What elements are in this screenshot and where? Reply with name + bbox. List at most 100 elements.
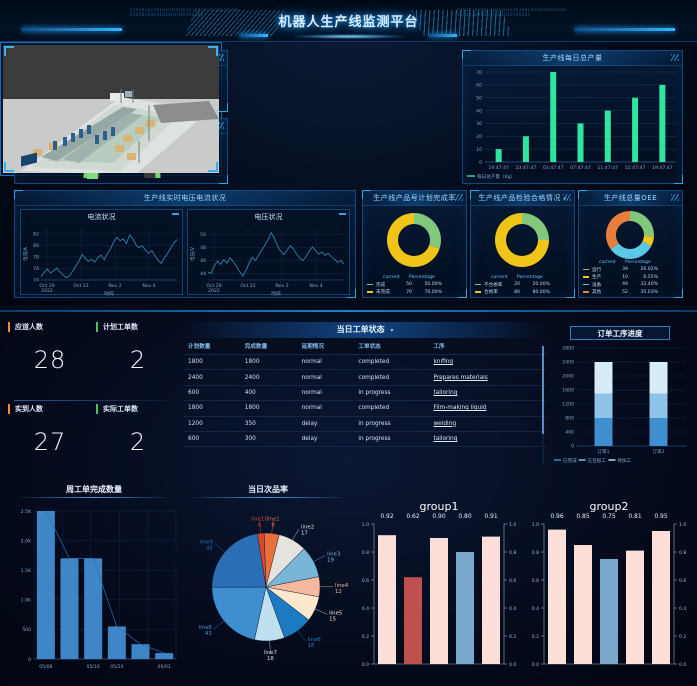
- svg-text:05/24: 05/24: [110, 664, 123, 670]
- svg-text:订单2: 订单2: [652, 448, 664, 455]
- svg-text:17: 17: [301, 531, 308, 537]
- binary-decoration-left: 0101010100101010010101001010100101010010…: [130, 8, 239, 17]
- viewport-corner-tl: [4, 46, 14, 56]
- svg-text:10: 10: [476, 147, 482, 153]
- process-link[interactable]: welding: [429, 416, 546, 432]
- svg-text:20: 20: [476, 134, 482, 140]
- header-line-right: [575, 28, 675, 31]
- table-cell: in progress: [354, 385, 430, 402]
- svg-text:0.2: 0.2: [679, 634, 686, 640]
- svg-text:50: 50: [476, 96, 482, 102]
- process-link[interactable]: knifing: [429, 354, 546, 371]
- svg-text:76: 76: [33, 266, 39, 272]
- legend-current: 10: [622, 274, 628, 280]
- table-cell: completed: [354, 400, 430, 417]
- table-row[interactable]: 600 400 normal in progress tailoring: [184, 385, 546, 402]
- svg-text:44: 44: [200, 271, 206, 277]
- svg-text:2000: 2000: [562, 374, 574, 380]
- legend-row: 运行 39 26.02%: [583, 267, 679, 273]
- svg-text:0.8: 0.8: [532, 550, 539, 556]
- table-row[interactable]: 600 300 delay in progress tailoring: [184, 431, 546, 448]
- svg-text:0.6: 0.6: [679, 578, 686, 584]
- svg-text:line6: line6: [308, 637, 322, 643]
- panel-decor-icon: [671, 54, 679, 61]
- legend-row: 设备 49 32.40%: [583, 282, 679, 288]
- factory-3d-viewport[interactable]: [0, 42, 222, 176]
- svg-text:1.0K: 1.0K: [21, 598, 32, 604]
- svg-text:line2: line2: [301, 525, 314, 531]
- legend-head-current: current: [383, 275, 400, 280]
- svg-text:0.6: 0.6: [362, 578, 369, 584]
- svg-text:0.0: 0.0: [509, 662, 516, 668]
- table-row[interactable]: 2400 2400 normal completed Prepares material…: [184, 369, 546, 386]
- section-divider: [0, 310, 697, 312]
- process-link[interactable]: Prepares materials: [429, 369, 546, 386]
- factory-3d-scene[interactable]: [3, 45, 219, 173]
- legend-row: 未完成 70 70.00%: [367, 289, 463, 295]
- cv-title-text: 生产线实时电压电流状况: [143, 194, 227, 202]
- defect-rate-card: 当日次品率 line1 9 line2 17 line3 19 line4 12 line5 15…: [178, 484, 358, 680]
- donut1-title-text: 生产线产品号计划完成率: [373, 194, 456, 202]
- header-line-right-inner: [429, 34, 457, 37]
- kpi-accent-bar: [96, 322, 98, 332]
- svg-text:group1: group1: [420, 500, 459, 513]
- group1-card: group1 0.0 0.0 0.2 0.2 0.4 0.4 0.6 0.6 0.8 0.8 1.0 1…: [352, 484, 524, 680]
- chevron-down-icon[interactable]: ▾: [390, 327, 394, 334]
- workorder-table-title[interactable]: 当日工单状态 ▾: [184, 322, 546, 338]
- svg-text:0.90: 0.90: [432, 513, 446, 520]
- table-cell: 1800: [184, 400, 241, 417]
- legend-row: 生产 10 6.55%: [583, 274, 679, 280]
- svg-text:0.75: 0.75: [602, 513, 616, 520]
- table-cell: 2400: [184, 369, 241, 386]
- kpi-label-row: 应道人数: [8, 322, 92, 332]
- svg-text:line7: line7: [264, 650, 277, 656]
- process-link[interactable]: tailoring: [429, 431, 546, 448]
- kpi-value: 28: [33, 346, 67, 374]
- legend-current: 49: [622, 282, 628, 287]
- svg-text:正在加工: 正在加工: [588, 457, 607, 464]
- table-scrollbar-thumb[interactable]: [542, 346, 544, 434]
- svg-text:1.0: 1.0: [509, 522, 516, 528]
- table-cell: 1200: [184, 416, 241, 432]
- svg-text:Oct 29: Oct 29: [39, 283, 54, 289]
- table-cell: 1800: [240, 400, 298, 417]
- kpi-accent-bar: [8, 404, 10, 414]
- table-cell: 300: [240, 431, 298, 448]
- svg-text:0.80: 0.80: [458, 513, 472, 520]
- workorder-table-panel: 当日工单状态 ▾ 计划数量 完成数量 延期情况 工单状态 工序 1800 1800 norm…: [184, 322, 546, 474]
- svg-text:电流/A: 电流/A: [22, 246, 29, 261]
- inspection-title: 生产线产品检验合格情况 ▾: [471, 191, 574, 206]
- table-cell: 1800: [240, 354, 298, 371]
- table-row[interactable]: 1800 1800 normal completed Film-making liqui…: [184, 400, 546, 417]
- table-cell: 600: [184, 431, 241, 448]
- voltage-chart-title: 电压状况: [188, 210, 349, 222]
- svg-text:Nov 2: Nov 2: [108, 283, 121, 289]
- legend-current: 70: [406, 289, 412, 295]
- legend-current: 20: [514, 282, 520, 287]
- legend-name: 完成: [376, 282, 386, 288]
- legend-name: 其他: [592, 290, 602, 295]
- oee-panel: 生产线总量OEE current Percentage 运行 39 26.02% 生产…: [578, 190, 683, 298]
- svg-text:78: 78: [33, 254, 39, 260]
- kpi-expected-headcount: 应道人数 28: [8, 322, 92, 392]
- legend-percent: 32.40%: [640, 282, 658, 287]
- table-cell: 600: [184, 385, 241, 402]
- table-row[interactable]: 1200 350 delay in progress welding: [184, 416, 546, 432]
- svg-text:18: 18: [308, 643, 315, 649]
- oee-legend: current Percentage 运行 39 26.02% 生产 10 6.55% 设备…: [583, 260, 679, 295]
- process-link[interactable]: tailoring: [429, 385, 546, 402]
- donut2-legend-rows: 不合格率 20 20.00% 合格率 80 80.00%: [475, 282, 571, 295]
- workorder-table: 计划数量 完成数量 延期情况 工单状态 工序 1800 1800 normal complet…: [184, 338, 546, 448]
- table-cell: normal: [297, 400, 355, 417]
- plan-completion-title: 生产线产品号计划完成率: [363, 191, 466, 206]
- svg-text:500: 500: [22, 627, 31, 633]
- table-row[interactable]: 1800 1800 normal completed knifing: [184, 354, 546, 371]
- svg-text:0.8: 0.8: [509, 550, 516, 556]
- header-line-left-inner: [240, 34, 268, 37]
- table-column-header: 延期情况: [297, 338, 355, 355]
- svg-text:05/08: 05/08: [39, 664, 52, 670]
- panel-decor-icon: [216, 122, 224, 129]
- process-link[interactable]: Film-making liquid: [429, 400, 546, 417]
- group2-bar-chart: group2 0.0 0.0 0.2 0.2 0.4 0.4 0.6 0.6 0.8 0.8 1.0 1…: [532, 500, 687, 668]
- legend-row: 不合格率 20 20.00%: [475, 282, 571, 288]
